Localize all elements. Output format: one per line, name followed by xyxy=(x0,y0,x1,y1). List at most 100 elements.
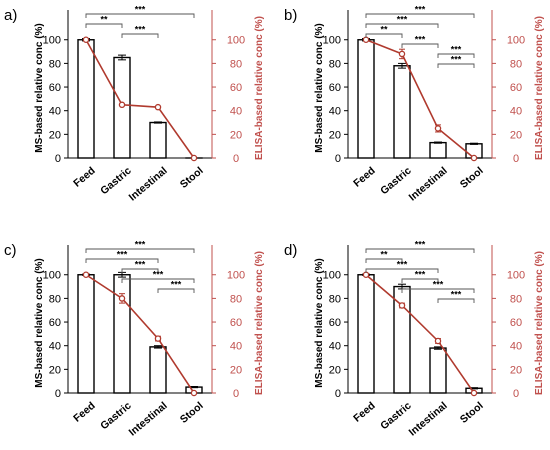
significance-label: *** xyxy=(171,280,182,290)
y-tick-label-right: 100 xyxy=(227,35,245,47)
x-tick-label: Stool xyxy=(178,400,206,426)
y-tick-label-left: 80 xyxy=(329,293,341,305)
line-point xyxy=(398,50,406,58)
bar xyxy=(149,346,167,394)
significance-bracket xyxy=(437,298,475,303)
bar xyxy=(357,274,375,394)
bar xyxy=(357,39,375,159)
bar xyxy=(429,141,447,159)
x-tick-label: Stool xyxy=(178,165,206,191)
y-tick-label-left: 80 xyxy=(49,58,61,70)
y-axis-title-right: ELISA-based relative conc (%) xyxy=(534,16,545,160)
y-tick-label-left: 60 xyxy=(49,317,61,329)
y-tick-label-right: 20 xyxy=(510,364,522,376)
y-axis-title-left: MS-based relative conc (%) xyxy=(34,23,45,152)
y-tick-label-right: 20 xyxy=(230,364,242,376)
significance-label: ** xyxy=(380,250,388,260)
significance-bracket xyxy=(85,248,195,253)
panel-label: d) xyxy=(284,242,297,259)
line-point xyxy=(190,389,198,397)
panel-label: a) xyxy=(4,7,17,24)
y-tick-label-right: 0 xyxy=(513,153,519,165)
bar xyxy=(393,65,411,159)
y-tick-label-left: 0 xyxy=(335,388,341,400)
significance-bracket xyxy=(85,13,195,18)
y-axis-title-right: ELISA-based relative conc (%) xyxy=(534,251,545,395)
significance-label: *** xyxy=(135,5,146,15)
y-tick-label-right: 80 xyxy=(230,58,242,70)
y-tick-label-right: 0 xyxy=(233,153,239,165)
y-tick-label-left: 100 xyxy=(43,270,61,282)
y-tick-label-right: 60 xyxy=(510,317,522,329)
y-tick-label-left: 40 xyxy=(49,341,61,353)
significance-label: *** xyxy=(397,260,408,270)
significance-bracket xyxy=(85,23,123,28)
significance-bracket xyxy=(157,288,195,293)
significance-label: *** xyxy=(415,270,426,280)
significance-bracket xyxy=(365,248,475,253)
line-point xyxy=(190,154,198,162)
significance-label: ** xyxy=(100,15,108,25)
significance-label: *** xyxy=(451,290,462,300)
significance-bracket xyxy=(85,258,159,263)
bar xyxy=(429,347,447,394)
y-tick-label-right: 40 xyxy=(510,341,522,353)
line-point xyxy=(118,101,126,109)
line-point xyxy=(154,335,162,342)
y-tick-label-right: 40 xyxy=(230,106,242,118)
significance-bracket xyxy=(121,278,195,283)
elisa-line xyxy=(365,274,475,394)
bar xyxy=(77,274,95,394)
line-point xyxy=(470,154,478,162)
significance-bracket xyxy=(365,33,403,38)
line-point xyxy=(470,389,478,397)
line-point xyxy=(398,302,406,309)
y-tick-label-right: 100 xyxy=(227,270,245,282)
y-tick-label-left: 0 xyxy=(335,153,341,165)
y-axis-title-right: ELISA-based relative conc (%) xyxy=(254,16,265,160)
y-tick-label-left: 0 xyxy=(55,388,61,400)
line-point xyxy=(82,36,90,43)
significance-bracket xyxy=(437,63,475,68)
y-tick-label-left: 0 xyxy=(55,153,61,165)
y-tick-label-right: 80 xyxy=(510,293,522,305)
y-tick-label-left: 20 xyxy=(49,129,61,141)
y-tick-label-left: 80 xyxy=(329,58,341,70)
significance-bracket xyxy=(121,33,159,38)
significance-label: *** xyxy=(451,45,462,55)
significance-label: *** xyxy=(135,25,146,35)
line-point xyxy=(434,125,442,132)
significance-bracket xyxy=(365,258,403,263)
x-tick-label: Feed xyxy=(71,400,97,425)
x-tick-label: Feed xyxy=(351,165,377,190)
y-tick-label-left: 100 xyxy=(323,35,341,47)
y-tick-label-right: 20 xyxy=(510,129,522,141)
y-tick-label-right: 100 xyxy=(507,270,525,282)
y-tick-label-right: 80 xyxy=(230,293,242,305)
significance-label: *** xyxy=(415,35,426,45)
significance-bracket xyxy=(401,43,439,48)
y-tick-label-right: 40 xyxy=(230,341,242,353)
elisa-line xyxy=(365,38,475,159)
y-tick-label-left: 60 xyxy=(329,82,341,94)
y-axis-title-left: MS-based relative conc (%) xyxy=(314,258,325,387)
significance-label: *** xyxy=(117,250,128,260)
line-point xyxy=(154,103,162,111)
significance-label: *** xyxy=(415,240,426,250)
significance-label: *** xyxy=(433,280,444,290)
panel-label: b) xyxy=(284,7,297,24)
y-tick-label-right: 60 xyxy=(510,82,522,94)
significance-bracket xyxy=(401,288,475,293)
significance-bracket xyxy=(365,23,439,28)
significance-label: *** xyxy=(451,55,462,65)
bar xyxy=(77,39,95,159)
significance-bracket xyxy=(437,53,475,58)
y-tick-label-left: 100 xyxy=(43,35,61,47)
y-tick-label-left: 60 xyxy=(49,82,61,94)
x-tick-label: Feed xyxy=(71,165,97,190)
x-tick-label: Feed xyxy=(351,400,377,425)
